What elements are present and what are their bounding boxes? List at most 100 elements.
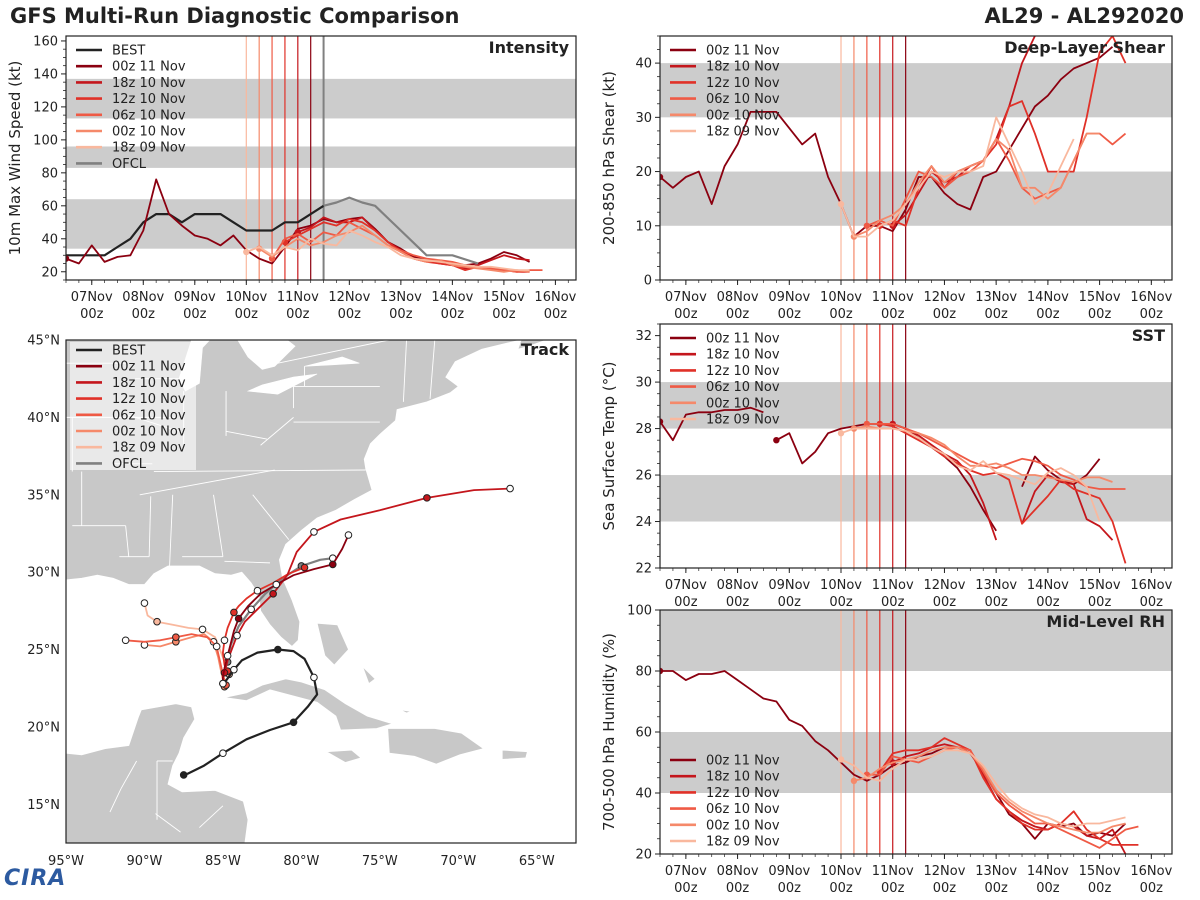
series-group xyxy=(660,406,1127,564)
init-point xyxy=(837,430,845,437)
legend-label: 18z 10 Nov xyxy=(112,76,186,91)
legend-label: BEST xyxy=(112,344,145,359)
border-line xyxy=(169,494,174,566)
x-tick-hour: 00z xyxy=(674,881,698,896)
track-point xyxy=(230,665,238,674)
track-point xyxy=(153,617,161,626)
legend-label: 00z 10 Nov xyxy=(112,425,186,440)
init-point xyxy=(243,248,250,256)
x-tick-date: 08Nov xyxy=(717,864,759,879)
land-mass xyxy=(224,678,394,731)
legend-label: 00z 10 Nov xyxy=(706,108,780,123)
plot-frame xyxy=(65,339,577,844)
track-point xyxy=(506,484,514,493)
y-axis-label: 10m Max Wind Speed (kt) xyxy=(6,61,24,256)
land-mass xyxy=(362,666,376,685)
y-tick-label: 0 xyxy=(644,274,652,289)
legend-label: 00z 10 Nov xyxy=(112,125,186,140)
lat-tick-label: 45°N xyxy=(27,334,60,349)
series-line-06z-10-nov xyxy=(866,746,1139,849)
x-tick-date: 13Nov xyxy=(975,864,1017,879)
legend-label: 12z 10 Nov xyxy=(706,786,780,801)
x-tick-hour: 00z xyxy=(674,307,698,322)
x-tick-hour: 00z xyxy=(881,307,905,322)
x-tick-date: 15Nov xyxy=(1079,864,1121,879)
threshold-band xyxy=(660,63,1172,118)
x-tick-hour: 00z xyxy=(1088,881,1112,896)
sst-panel: 22 24 26 28 30 32 07Nov 00z 08Nov 00z 09Nov 00z 10No… xyxy=(600,323,1173,610)
series-line-06z-10-nov xyxy=(271,221,543,273)
panel-title: SST xyxy=(1132,326,1165,345)
track-point xyxy=(269,590,277,598)
x-tick-hour: 00z xyxy=(235,307,259,322)
y-tick-label: 40 xyxy=(635,57,652,72)
panel-title: Track xyxy=(521,340,569,359)
lon-tick-label: 65°W xyxy=(519,854,555,869)
border-line xyxy=(277,340,390,364)
x-tick-hour: 00z xyxy=(674,595,698,610)
track-line-18z-09-nov xyxy=(143,602,231,675)
x-tick-hour: 00z xyxy=(726,881,750,896)
land-mass xyxy=(325,749,362,763)
border-line xyxy=(252,494,290,540)
legend-label: 12z 10 Nov xyxy=(706,364,780,379)
track-point xyxy=(179,771,188,779)
land-mass xyxy=(400,709,412,714)
x-tick-date: 15Nov xyxy=(1079,578,1121,593)
legend-label: 06z 10 Nov xyxy=(706,380,780,395)
y-tick-label: 10 xyxy=(635,219,652,234)
series-line-18z-09-nov xyxy=(840,749,1126,828)
land-mass xyxy=(387,728,485,765)
x-tick-date: 07Nov xyxy=(665,864,707,879)
legend-label: OFCL xyxy=(112,157,147,172)
track-point xyxy=(230,608,238,617)
lake xyxy=(237,340,296,370)
legend-label: 06z 10 Nov xyxy=(112,108,186,123)
threshold-band xyxy=(66,78,576,119)
x-tick-hour: 00z xyxy=(1140,595,1164,610)
x-tick-hour: 00z xyxy=(881,595,905,610)
x-tick-date: 15Nov xyxy=(1079,290,1121,305)
x-tick-hour: 00z xyxy=(183,307,207,322)
lat-tick-label: 15°N xyxy=(27,798,60,813)
x-tick-date: 09Nov xyxy=(768,864,810,879)
lon-tick-label: 80°W xyxy=(283,854,319,869)
legend-label: 18z 09 Nov xyxy=(112,141,186,156)
y-tick-label: 100 xyxy=(33,133,58,148)
legend-label: 12z 10 Nov xyxy=(706,76,780,91)
x-tick-date: 11Nov xyxy=(872,290,914,305)
init-point xyxy=(268,255,276,262)
x-tick-hour: 00z xyxy=(984,307,1008,322)
x-tick-date: 16Nov xyxy=(534,290,576,305)
x-tick-date: 13Nov xyxy=(380,290,422,305)
legend-label: 18z 10 Nov xyxy=(706,60,780,75)
series-group xyxy=(660,36,1127,240)
legend-label: 06z 10 Nov xyxy=(706,802,780,817)
x-tick-date: 07Nov xyxy=(665,290,707,305)
shear-panel: 0 10 20 30 40 07Nov 00z 08Nov 00z 09Nov 00z 10Nov 00… xyxy=(600,35,1173,322)
y-tick-label: 80 xyxy=(635,665,652,680)
y-axis-label: Sea Surface Temp (°C) xyxy=(600,361,618,530)
track-point xyxy=(220,636,229,645)
y-tick-label: 40 xyxy=(41,232,58,247)
init-point xyxy=(66,255,70,262)
x-tick-hour: 00z xyxy=(1088,595,1112,610)
legend-label: 18z 10 Nov xyxy=(112,376,186,391)
track-point xyxy=(247,605,255,614)
track-point xyxy=(274,645,282,654)
track-point xyxy=(223,651,232,660)
cira-logo: CIRA xyxy=(4,866,67,891)
border-line xyxy=(120,760,138,790)
legend-label: OFCL xyxy=(112,457,147,472)
plot-frame xyxy=(65,35,577,281)
legend-label: 00z 11 Nov xyxy=(706,754,780,769)
plot-frame xyxy=(659,323,1173,569)
init-point xyxy=(773,436,780,444)
x-tick-hour: 00z xyxy=(933,307,957,322)
border-line xyxy=(153,469,366,473)
threshold-band xyxy=(660,610,1172,671)
border-line xyxy=(109,788,122,813)
x-tick-date: 14Nov xyxy=(1027,290,1069,305)
